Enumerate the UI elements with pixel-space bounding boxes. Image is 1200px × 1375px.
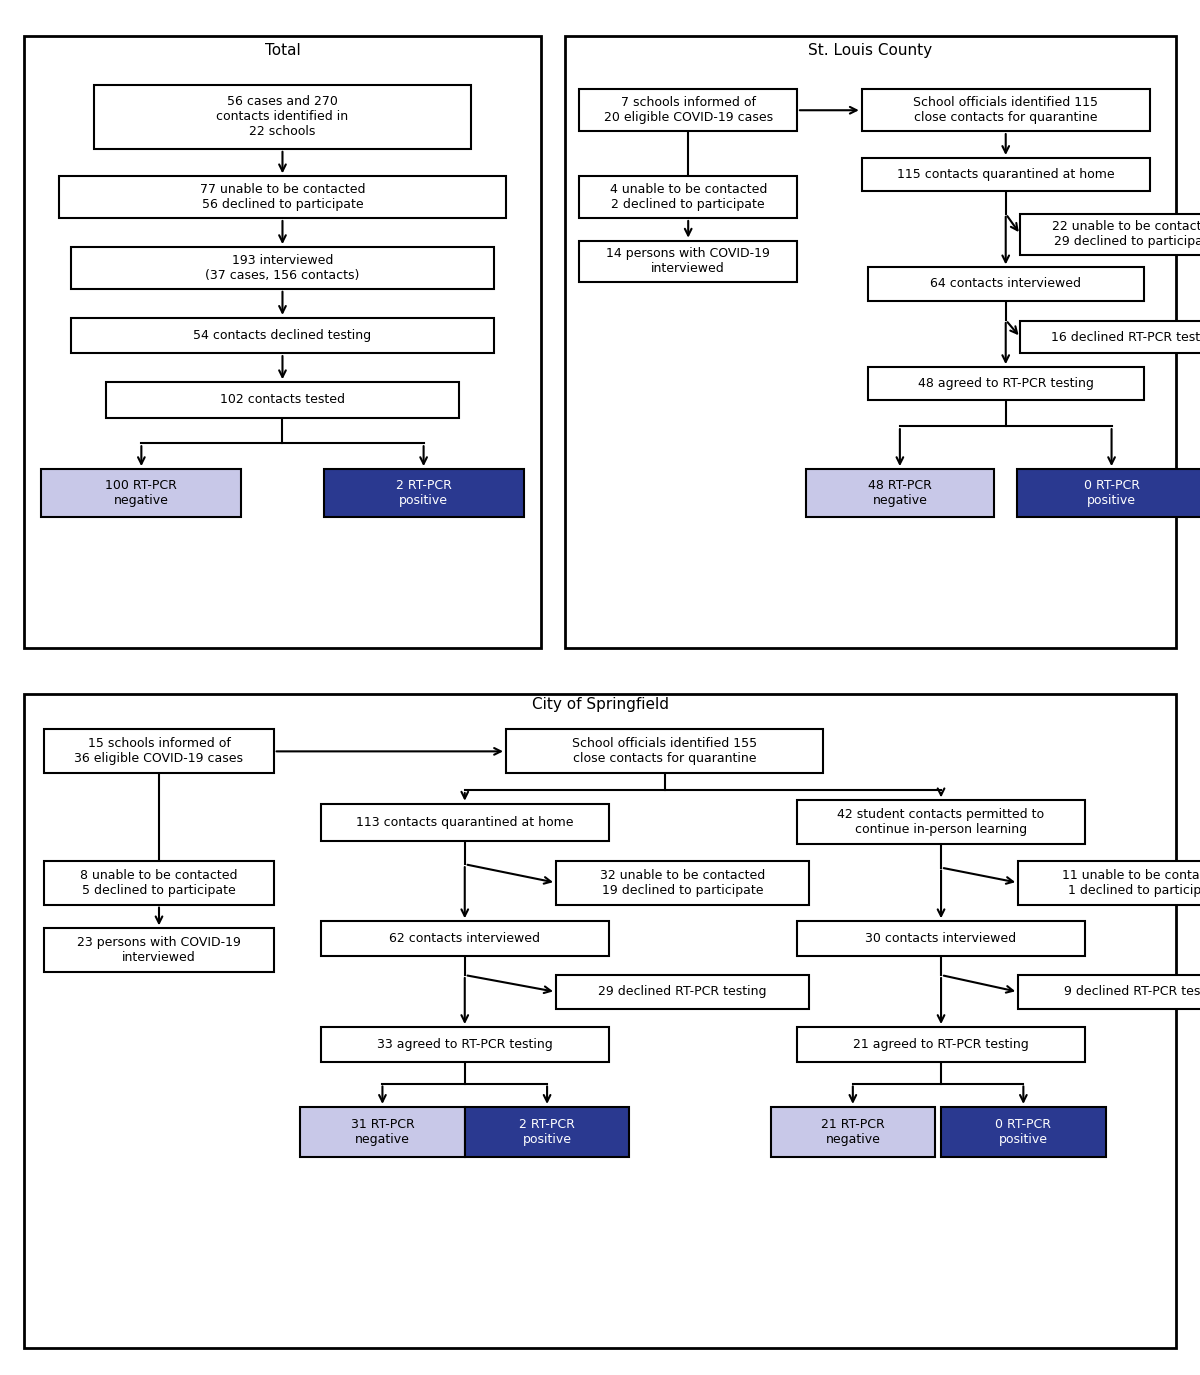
Text: 2 RT-PCR
positive: 2 RT-PCR positive	[396, 478, 451, 507]
FancyBboxPatch shape	[868, 367, 1144, 400]
FancyBboxPatch shape	[580, 176, 797, 219]
Text: 77 unable to be contacted
56 declined to participate: 77 unable to be contacted 56 declined to…	[199, 183, 365, 212]
Text: 115 contacts quarantined at home: 115 contacts quarantined at home	[896, 168, 1115, 182]
Text: 48 agreed to RT-PCR testing: 48 agreed to RT-PCR testing	[918, 377, 1093, 390]
FancyBboxPatch shape	[24, 694, 1176, 1348]
Text: 30 contacts interviewed: 30 contacts interviewed	[865, 932, 1016, 945]
Text: 42 student contacts permitted to
continue in-person learning: 42 student contacts permitted to continu…	[838, 808, 1045, 836]
FancyBboxPatch shape	[44, 928, 274, 972]
FancyBboxPatch shape	[1018, 861, 1200, 905]
FancyBboxPatch shape	[862, 89, 1150, 131]
FancyBboxPatch shape	[24, 36, 541, 648]
FancyBboxPatch shape	[1018, 975, 1200, 1009]
Text: 193 interviewed
(37 cases, 156 contacts): 193 interviewed (37 cases, 156 contacts)	[205, 254, 360, 282]
FancyBboxPatch shape	[59, 176, 506, 219]
Text: 4 unable to be contacted
2 declined to participate: 4 unable to be contacted 2 declined to p…	[610, 183, 767, 212]
Text: 11 unable to be contacted
1 declined to participate: 11 unable to be contacted 1 declined to …	[1062, 869, 1200, 896]
FancyBboxPatch shape	[1018, 469, 1200, 517]
FancyBboxPatch shape	[770, 1107, 935, 1158]
FancyBboxPatch shape	[300, 1107, 464, 1158]
FancyBboxPatch shape	[324, 469, 523, 517]
FancyBboxPatch shape	[941, 1107, 1105, 1158]
Text: 54 contacts declined testing: 54 contacts declined testing	[193, 329, 372, 342]
Text: 31 RT-PCR
negative: 31 RT-PCR negative	[350, 1118, 414, 1145]
FancyBboxPatch shape	[106, 382, 458, 418]
FancyBboxPatch shape	[868, 267, 1144, 301]
Text: 15 schools informed of
36 eligible COVID-19 cases: 15 schools informed of 36 eligible COVID…	[74, 737, 244, 766]
FancyBboxPatch shape	[320, 1027, 608, 1062]
Text: 7 schools informed of
20 eligible COVID-19 cases: 7 schools informed of 20 eligible COVID-…	[604, 96, 773, 124]
Text: St. Louis County: St. Louis County	[809, 43, 932, 58]
FancyBboxPatch shape	[806, 469, 994, 517]
Text: 29 declined RT-PCR testing: 29 declined RT-PCR testing	[598, 986, 767, 998]
FancyBboxPatch shape	[580, 241, 797, 282]
Text: 100 RT-PCR
negative: 100 RT-PCR negative	[106, 478, 178, 507]
FancyBboxPatch shape	[41, 469, 241, 517]
FancyBboxPatch shape	[580, 89, 797, 131]
Text: 62 contacts interviewed: 62 contacts interviewed	[389, 932, 540, 945]
Text: 64 contacts interviewed: 64 contacts interviewed	[930, 278, 1081, 290]
Text: 8 unable to be contacted
5 declined to participate: 8 unable to be contacted 5 declined to p…	[80, 869, 238, 896]
FancyBboxPatch shape	[71, 248, 494, 289]
FancyBboxPatch shape	[320, 803, 608, 840]
FancyBboxPatch shape	[556, 975, 809, 1009]
FancyBboxPatch shape	[565, 36, 1176, 648]
Text: City of Springfield: City of Springfield	[532, 697, 668, 712]
Text: 0 RT-PCR
positive: 0 RT-PCR positive	[995, 1118, 1051, 1145]
Text: 16 declined RT-PCR testing: 16 declined RT-PCR testing	[1051, 331, 1200, 344]
Text: 56 cases and 270
contacts identified in
22 schools: 56 cases and 270 contacts identified in …	[216, 95, 348, 138]
FancyBboxPatch shape	[44, 861, 274, 905]
Text: 0 RT-PCR
positive: 0 RT-PCR positive	[1084, 478, 1140, 507]
FancyBboxPatch shape	[797, 800, 1085, 844]
FancyBboxPatch shape	[1020, 213, 1200, 256]
FancyBboxPatch shape	[71, 318, 494, 353]
Text: 48 RT-PCR
negative: 48 RT-PCR negative	[868, 478, 932, 507]
FancyBboxPatch shape	[506, 730, 823, 773]
Text: 33 agreed to RT-PCR testing: 33 agreed to RT-PCR testing	[377, 1038, 553, 1050]
Text: 21 agreed to RT-PCR testing: 21 agreed to RT-PCR testing	[853, 1038, 1028, 1050]
FancyBboxPatch shape	[862, 158, 1150, 191]
FancyBboxPatch shape	[320, 921, 608, 956]
Text: 22 unable to be contacted
29 declined to participate: 22 unable to be contacted 29 declined to…	[1052, 220, 1200, 249]
Text: 113 contacts quarantined at home: 113 contacts quarantined at home	[356, 815, 574, 829]
FancyBboxPatch shape	[797, 1027, 1085, 1062]
Text: 102 contacts tested: 102 contacts tested	[220, 393, 344, 407]
Text: School officials identified 155
close contacts for quarantine: School officials identified 155 close co…	[572, 737, 757, 766]
FancyBboxPatch shape	[556, 861, 809, 905]
Text: 32 unable to be contacted
19 declined to participate: 32 unable to be contacted 19 declined to…	[600, 869, 764, 896]
FancyBboxPatch shape	[464, 1107, 629, 1158]
Text: 9 declined RT-PCR testing: 9 declined RT-PCR testing	[1064, 986, 1200, 998]
Text: 2 RT-PCR
positive: 2 RT-PCR positive	[520, 1118, 575, 1145]
Text: Total: Total	[265, 43, 300, 58]
FancyBboxPatch shape	[44, 730, 274, 773]
Text: 21 RT-PCR
negative: 21 RT-PCR negative	[821, 1118, 884, 1145]
FancyBboxPatch shape	[797, 921, 1085, 956]
Text: School officials identified 115
close contacts for quarantine: School officials identified 115 close co…	[913, 96, 1098, 124]
FancyBboxPatch shape	[1020, 322, 1200, 353]
Text: 14 persons with COVID-19
interviewed: 14 persons with COVID-19 interviewed	[606, 248, 770, 275]
Text: 23 persons with COVID-19
interviewed: 23 persons with COVID-19 interviewed	[77, 936, 241, 964]
FancyBboxPatch shape	[95, 84, 470, 148]
